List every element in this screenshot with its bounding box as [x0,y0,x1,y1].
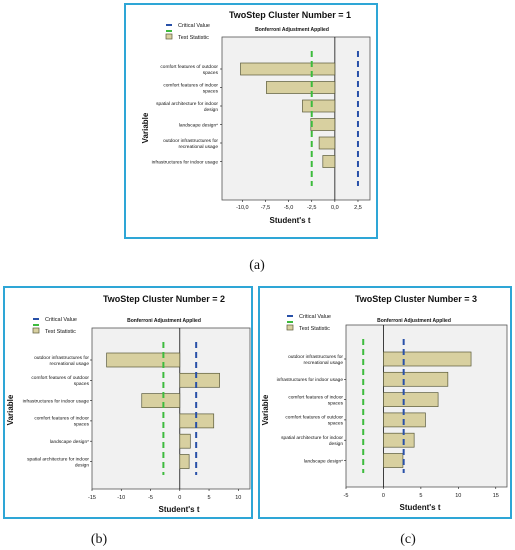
x-tick-label: 10 [235,495,241,501]
legend-critical-label: Critical Value [299,314,331,320]
category-label: design [329,441,343,447]
panel-b-plot: outdoor infrastructures forrecreational … [23,327,251,501]
panel-c-legend: Critical Value Test Statistic [286,314,331,332]
category-label: comfort features of indoor [288,394,343,400]
category-label: recreational usage [50,361,90,367]
plot-area [91,327,251,490]
x-tick-label: 0,0 [331,205,339,211]
category-label: spatial architecture for indoor [156,101,218,107]
panel-c: TwoStep Cluster Number = 3 Bonferroni Ad… [258,286,512,519]
category-label: comfort features of indoor [163,82,218,88]
category-label: spaces [203,89,219,94]
x-tick-label: -5 [344,493,349,499]
x-tick-label: 15 [493,493,499,499]
panel-a-subtitle: Bonferroni Adjustment Applied [255,27,329,33]
legend-bar-swatch [286,324,294,331]
bar [179,372,220,388]
category-label: spaces [203,71,219,76]
legend-bar-swatch [165,33,173,40]
panel-a-plot: comfort features of outdoorspacescomfort… [152,36,371,211]
x-tick-label: -5 [148,495,153,501]
caption-b: (b) [91,532,108,547]
panel-b-legend: Critical Value Test Statistic [32,317,77,335]
bar [383,351,472,367]
caption-c: (c) [400,532,416,547]
bar [266,81,336,94]
x-tick-label: 0 [382,493,385,499]
legend-critical-label: Critical Value [178,23,210,29]
category-label: spaces [328,422,344,427]
legend-critical-label: Critical Value [45,317,77,323]
legend-test-label: Test Statistic [45,329,76,335]
bar [179,433,191,449]
category-label: comfort features of outdoor [160,64,218,70]
bar [310,118,336,131]
category-label: spaces [74,423,90,428]
category-label: landscape design* [179,122,218,128]
category-label: landscape design* [304,458,343,464]
bar [240,62,336,76]
category-label: comfort features of outdoor [285,415,343,421]
x-tick-label: -2,5 [307,205,316,211]
panel-a-ylabel: Variable [141,112,150,143]
category-label: design [75,462,89,468]
category-label: landscape design* [50,439,89,445]
legend-bar-swatch [32,327,40,334]
panel-b-subtitle: Bonferroni Adjustment Applied [127,318,201,324]
category-label: design [204,107,218,113]
panel-b: TwoStep Cluster Number = 2 Bonferroni Ad… [3,286,253,519]
bar [141,393,181,408]
x-tick-label: 10 [455,493,461,499]
category-label: recreational usage [179,144,219,150]
category-label: comfort features of outdoor [31,375,89,381]
bar [322,155,336,168]
category-label: infrastructures for indoor usage [152,159,219,165]
bar [383,392,439,407]
x-tick-label: -7,5 [261,205,270,211]
category-label: comfort features of indoor [34,416,89,422]
x-tick-label: 5 [419,493,422,499]
x-tick-label: -15 [88,495,96,501]
panel-b-xlabel: Student's t [158,505,199,514]
x-tick-label: 2,5 [354,205,362,211]
panel-c-title: TwoStep Cluster Number = 3 [355,294,477,304]
bar [302,99,336,113]
bar [179,454,190,469]
bar [383,371,449,387]
category-label: spatial architecture for indoor [27,456,89,462]
panel-b-ylabel: Variable [6,394,15,425]
panel-a-legend: Critical Value Test Statistic [165,23,210,41]
x-tick-label: -10 [117,495,125,501]
panel-c-ylabel: Variable [261,394,270,425]
panel-a: TwoStep Cluster Number = 1 Bonferroni Ad… [124,3,378,239]
bar [318,136,336,150]
bar [383,432,415,448]
bar [383,453,404,468]
panel-a-title: TwoStep Cluster Number = 1 [229,10,351,20]
category-label: outdoor infrastructures for [163,138,218,144]
caption-a: (a) [249,258,265,273]
category-label: outdoor infrastructures for [34,355,89,361]
bar [106,352,181,368]
x-tick-label: 0 [178,495,181,501]
category-label: outdoor infrastructures for [288,354,343,360]
plot-area [221,36,371,201]
panel-c-xlabel: Student's t [399,503,440,512]
category-label: infrastructures for indoor usage [277,377,344,383]
x-tick-label: -5,0 [284,205,293,211]
panel-b-title: TwoStep Cluster Number = 2 [103,294,225,304]
panel-a-xlabel: Student's t [269,216,310,225]
legend-test-label: Test Statistic [299,326,330,332]
category-label: spaces [328,401,344,406]
legend-test-label: Test Statistic [178,35,209,41]
category-label: infrastructures for indoor usage [23,398,90,404]
panel-c-subtitle: Bonferroni Adjustment Applied [377,318,451,324]
category-label: spatial architecture for indoor [281,435,343,441]
category-label: spaces [74,382,90,387]
category-label: recreational usage [304,360,344,366]
x-tick-label: 5 [208,495,211,501]
x-tick-label: -10,0 [236,205,249,211]
panel-c-plot: outdoor infrastructures forrecreational … [277,324,508,499]
